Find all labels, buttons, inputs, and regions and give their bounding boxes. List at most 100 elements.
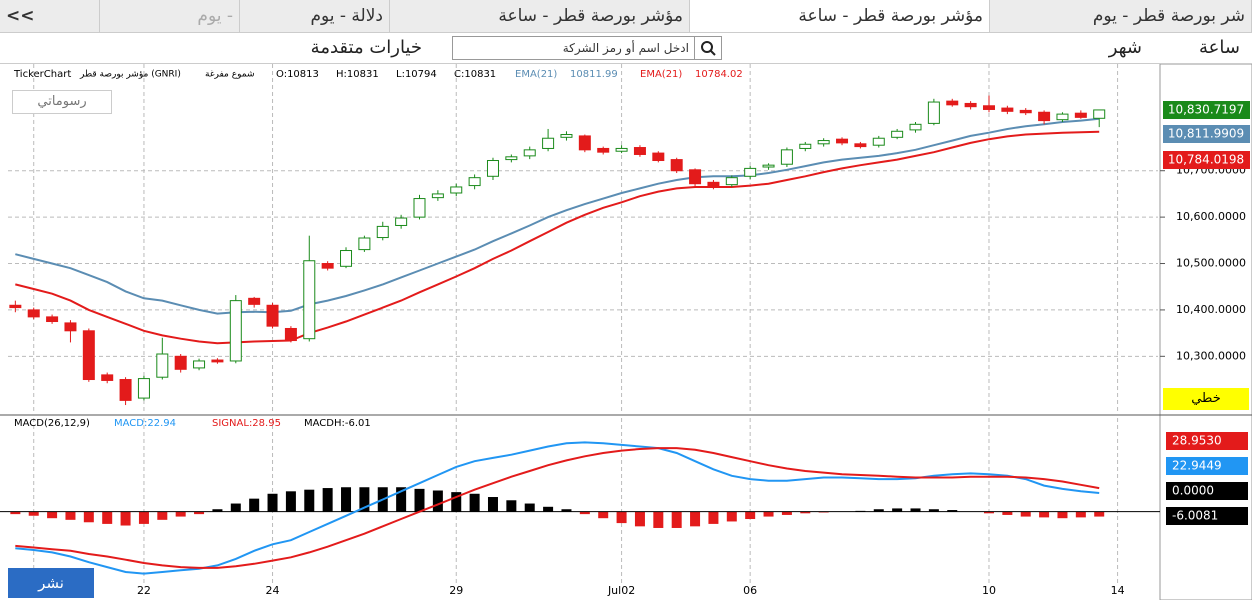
candle-body: [1038, 111, 1051, 122]
candle-body: [358, 237, 371, 251]
tab[interactable]: شر بورصة قطر - يوم: [990, 0, 1252, 32]
linear-button[interactable]: خطي: [1163, 388, 1249, 410]
histogram-bar: [1094, 511, 1105, 517]
candle-body: [413, 198, 426, 218]
candle-body: [468, 177, 481, 187]
search-box[interactable]: ادخل اسم أو رمز الشركة: [452, 36, 722, 60]
legend-value: 10811.99: [570, 69, 618, 80]
candle-body: [486, 160, 499, 177]
price-label-bg: [1163, 101, 1250, 119]
histogram-bar: [892, 508, 903, 512]
candle-body: [909, 123, 922, 131]
tab[interactable]: مؤشر بورصة قطر - ساعة: [390, 0, 690, 32]
histogram-bar: [469, 493, 480, 512]
legend-name: EMA(21): [640, 69, 682, 80]
histogram-bar: [873, 509, 884, 512]
price-label-bg: [1163, 151, 1250, 169]
candle-body: [689, 169, 702, 185]
x-tick-label: 10: [982, 584, 996, 597]
x-tick-label: 22: [137, 584, 151, 597]
price-label: 10,811.9909: [1168, 127, 1244, 141]
histogram-bar: [102, 511, 113, 524]
y-tick-label: 10,600.0000: [1176, 210, 1246, 223]
histogram-bar: [120, 511, 131, 526]
candle-body: [431, 193, 444, 199]
histogram-bar: [359, 487, 370, 512]
candle-body: [46, 316, 59, 323]
histogram-bar: [910, 508, 921, 512]
tab[interactable]: مؤشر بورصة قطر - ساعة: [690, 0, 990, 32]
histogram-bar: [414, 488, 425, 512]
ema-line: [15, 117, 1100, 315]
histogram-bar: [47, 511, 58, 519]
candle-body: [450, 186, 463, 194]
period-button[interactable]: شهر: [1108, 37, 1142, 58]
publish-button[interactable]: نشر: [8, 568, 94, 598]
interval-button[interactable]: ساعة: [1199, 37, 1240, 58]
info-source: TickerChart: [13, 69, 71, 80]
histogram-bar: [230, 503, 241, 512]
candle-body: [670, 159, 683, 172]
x-tick-label: 29: [449, 584, 463, 597]
histogram-bar: [1002, 511, 1013, 515]
candle-body: [597, 147, 610, 153]
candle-body: [964, 102, 977, 108]
candle-body: [284, 327, 297, 342]
histogram-bar: [304, 489, 315, 512]
histogram-bar: [598, 511, 609, 519]
tab[interactable]: دلالة - يوم: [240, 0, 390, 32]
tab[interactable]: - يوم: [100, 0, 240, 32]
candle-body: [652, 152, 665, 162]
x-tick-label: 24: [266, 584, 280, 597]
histogram-bar: [579, 511, 590, 515]
candle-body: [303, 260, 316, 340]
histogram-bar: [690, 511, 701, 527]
info-low: L:10794: [396, 69, 437, 80]
candle-body: [633, 147, 646, 155]
histogram-bar: [285, 491, 296, 512]
histogram-bar: [322, 488, 333, 512]
histogram-bar: [1039, 511, 1050, 518]
candle-body: [725, 177, 738, 186]
tab-scroll[interactable]: <<: [0, 0, 100, 32]
advanced-options[interactable]: خيارات متقدمة: [310, 37, 422, 58]
histogram-bar: [157, 511, 168, 520]
candle-body: [174, 355, 187, 370]
axis-label-bg: [1166, 432, 1248, 450]
search-placeholder: ادخل اسم أو رمز الشركة: [562, 41, 689, 55]
panel-title: MACD(26,12,9): [14, 418, 90, 429]
histogram-bar: [396, 487, 407, 512]
candle-body: [156, 353, 169, 378]
legend-name: MACDH:-6.01: [304, 418, 371, 429]
histogram-bar: [947, 510, 958, 512]
axis-label-bg: [1166, 482, 1248, 500]
candle-body: [395, 217, 408, 226]
candle-body: [615, 147, 628, 152]
price-label: 10,830.7197: [1168, 103, 1244, 117]
candle-body: [523, 149, 536, 157]
info-close: C:10831: [454, 69, 496, 80]
signal-line: [15, 447, 1100, 569]
histogram-bar: [487, 497, 498, 512]
candle-body: [542, 137, 555, 149]
candle-body: [854, 143, 867, 148]
candle-body: [872, 137, 885, 146]
candle-body: [27, 309, 40, 318]
candle-body: [376, 225, 389, 239]
candle-body: [982, 105, 995, 110]
histogram-bar: [653, 511, 664, 528]
histogram-bar: [1020, 511, 1031, 517]
histogram-bar: [543, 506, 554, 512]
candle-body: [321, 263, 334, 269]
histogram-bar: [194, 511, 205, 515]
drawings-button[interactable]: رسوماتي: [12, 90, 112, 114]
histogram-bar: [432, 490, 443, 512]
histogram-bar: [10, 511, 21, 515]
legend-name: MACD:22.94: [114, 418, 176, 429]
candle-body: [82, 330, 95, 381]
candle-body: [266, 304, 279, 327]
histogram-bar: [524, 503, 535, 512]
histogram-bar: [634, 511, 645, 527]
histogram-bar: [616, 511, 627, 524]
